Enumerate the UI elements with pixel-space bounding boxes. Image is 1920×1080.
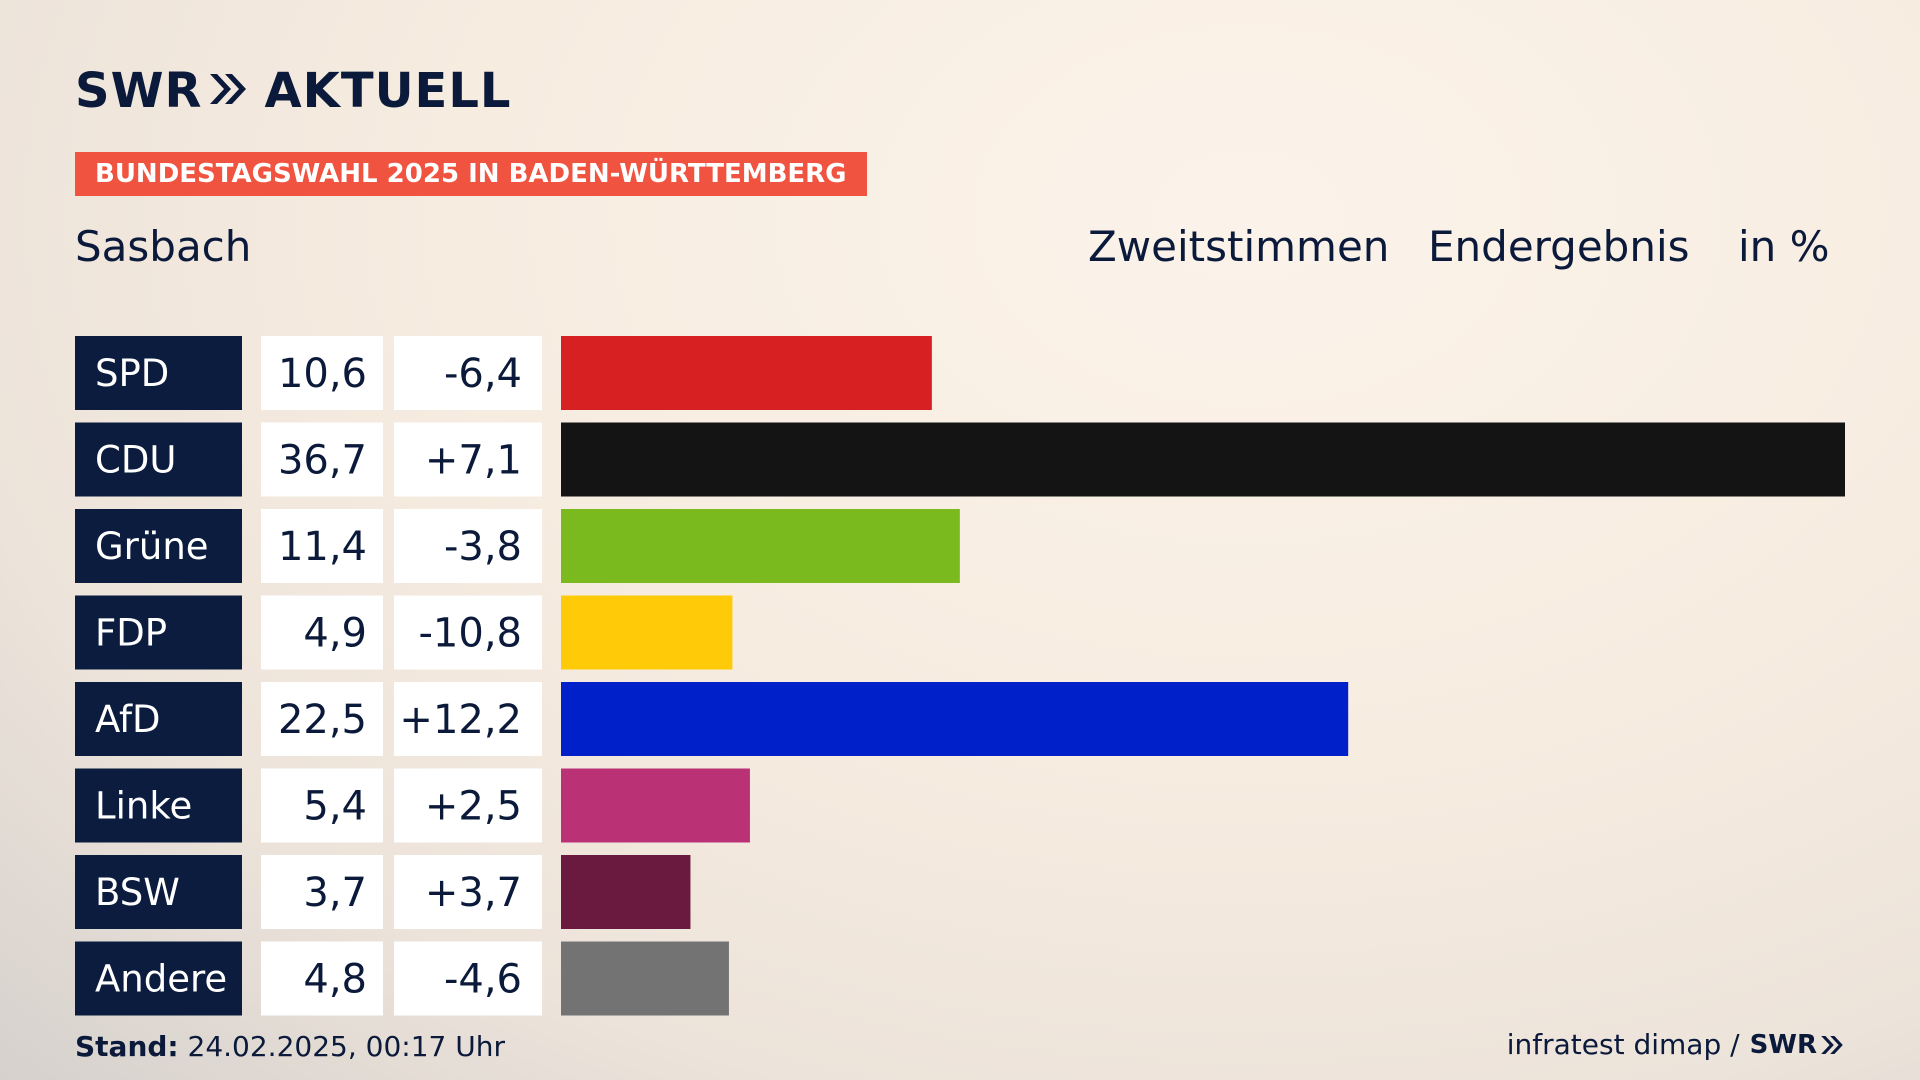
value-label: 22,5 bbox=[278, 697, 367, 743]
chart-row: Grüne 11,4 -3,8 bbox=[75, 509, 960, 583]
diff-label: -6,4 bbox=[444, 351, 522, 397]
party-label: CDU bbox=[95, 439, 176, 482]
value-box bbox=[261, 509, 383, 583]
party-label-box bbox=[75, 855, 242, 929]
source-text: infratest dimap / bbox=[1506, 1028, 1740, 1061]
swr-small-logo: SWR bbox=[1750, 1030, 1844, 1060]
double-chevron-icon bbox=[208, 72, 248, 110]
bar-spd bbox=[561, 336, 932, 410]
stand-label: Stand: bbox=[75, 1030, 179, 1063]
diff-box bbox=[394, 682, 542, 756]
party-label-box bbox=[75, 941, 242, 1016]
party-label: SPD bbox=[95, 352, 169, 395]
election-banner: BUNDESTAGSWAHL 2025 IN BADEN-WÜRTTEMBERG bbox=[75, 152, 867, 196]
value-box bbox=[261, 768, 383, 843]
swr-aktuell-logo: SWR AKTUELL bbox=[75, 63, 512, 119]
diff-box bbox=[394, 768, 542, 843]
bar-cdu bbox=[561, 422, 1845, 497]
chart-row: SPD 10,6 -6,4 bbox=[75, 336, 932, 410]
party-label-box bbox=[75, 595, 242, 670]
value-label: 4,9 bbox=[303, 611, 367, 657]
party-label: Linke bbox=[95, 785, 192, 828]
bar-bsw bbox=[561, 855, 691, 929]
chart-row: Andere 4,8 -4,6 bbox=[75, 941, 729, 1016]
value-label: 11,4 bbox=[278, 524, 367, 570]
party-label-box bbox=[75, 422, 242, 497]
party-label-box bbox=[75, 336, 242, 410]
value-label: 10,6 bbox=[278, 351, 367, 397]
diff-box bbox=[394, 855, 542, 929]
diff-box bbox=[394, 941, 542, 1016]
value-box bbox=[261, 422, 383, 497]
party-label: Andere bbox=[95, 958, 227, 1001]
header-unit: in % bbox=[1738, 222, 1830, 271]
value-box bbox=[261, 682, 383, 756]
value-label: 36,7 bbox=[278, 438, 367, 484]
bar-fdp bbox=[561, 595, 733, 670]
party-label-box bbox=[75, 509, 242, 583]
swr-small-text: SWR bbox=[1749, 1029, 1817, 1060]
header-zweitstimmen: Zweitstimmen bbox=[1088, 222, 1390, 271]
diff-label: -4,6 bbox=[444, 957, 522, 1003]
diff-label: +12,2 bbox=[399, 697, 522, 743]
chart-row: Linke 5,4 +2,5 bbox=[75, 768, 750, 843]
value-label: 4,8 bbox=[303, 957, 367, 1003]
diff-box bbox=[394, 595, 542, 670]
diff-box bbox=[394, 422, 542, 497]
aktuell-logo-text: AKTUELL bbox=[264, 63, 512, 119]
swr-logo-text: SWR bbox=[75, 63, 203, 119]
bar-afd bbox=[561, 682, 1349, 756]
party-label-box bbox=[75, 682, 242, 756]
diff-label: +2,5 bbox=[425, 784, 522, 830]
value-label: 5,4 bbox=[303, 784, 367, 830]
stand-value: 24.02.2025, 00:17 Uhr bbox=[178, 1030, 505, 1063]
bar-grüne bbox=[561, 509, 960, 583]
chart-row: AfD 22,5 +12,2 bbox=[75, 682, 1349, 756]
chart-row: CDU 36,7 +7,1 bbox=[75, 422, 1845, 497]
timestamp: Stand: 24.02.2025, 00:17 Uhr bbox=[75, 1030, 505, 1063]
diff-box bbox=[394, 509, 542, 583]
diff-label: -3,8 bbox=[444, 524, 522, 570]
party-label: AfD bbox=[95, 698, 161, 741]
value-box bbox=[261, 941, 383, 1016]
chart-row: FDP 4,9 -10,8 bbox=[75, 595, 733, 670]
value-box bbox=[261, 336, 383, 410]
diff-box bbox=[394, 336, 542, 410]
region-title: Sasbach bbox=[75, 222, 252, 271]
source-credit: infratest dimap / SWR bbox=[1507, 1028, 1844, 1061]
chart-row: BSW 3,7 +3,7 bbox=[75, 855, 691, 929]
party-label-box bbox=[75, 768, 242, 843]
diff-label: +7,1 bbox=[425, 438, 522, 484]
party-label: FDP bbox=[95, 612, 167, 655]
results-bar-chart: SPD 10,6 -6,4 CDU 36,7 +7,1 Grüne 11,4 -3,8 FDP 4,… bbox=[75, 336, 1845, 1016]
bar-andere bbox=[561, 941, 729, 1016]
diff-label: -10,8 bbox=[419, 611, 523, 657]
value-label: 3,7 bbox=[303, 870, 367, 916]
party-label: Grüne bbox=[95, 525, 209, 568]
small-chevron-icon bbox=[1821, 1035, 1843, 1054]
diff-label: +3,7 bbox=[425, 870, 522, 916]
party-label: BSW bbox=[95, 871, 180, 914]
value-box bbox=[261, 595, 383, 670]
header-endergebnis: Endergebnis bbox=[1428, 222, 1690, 271]
bar-linke bbox=[561, 768, 750, 843]
value-box bbox=[261, 855, 383, 929]
